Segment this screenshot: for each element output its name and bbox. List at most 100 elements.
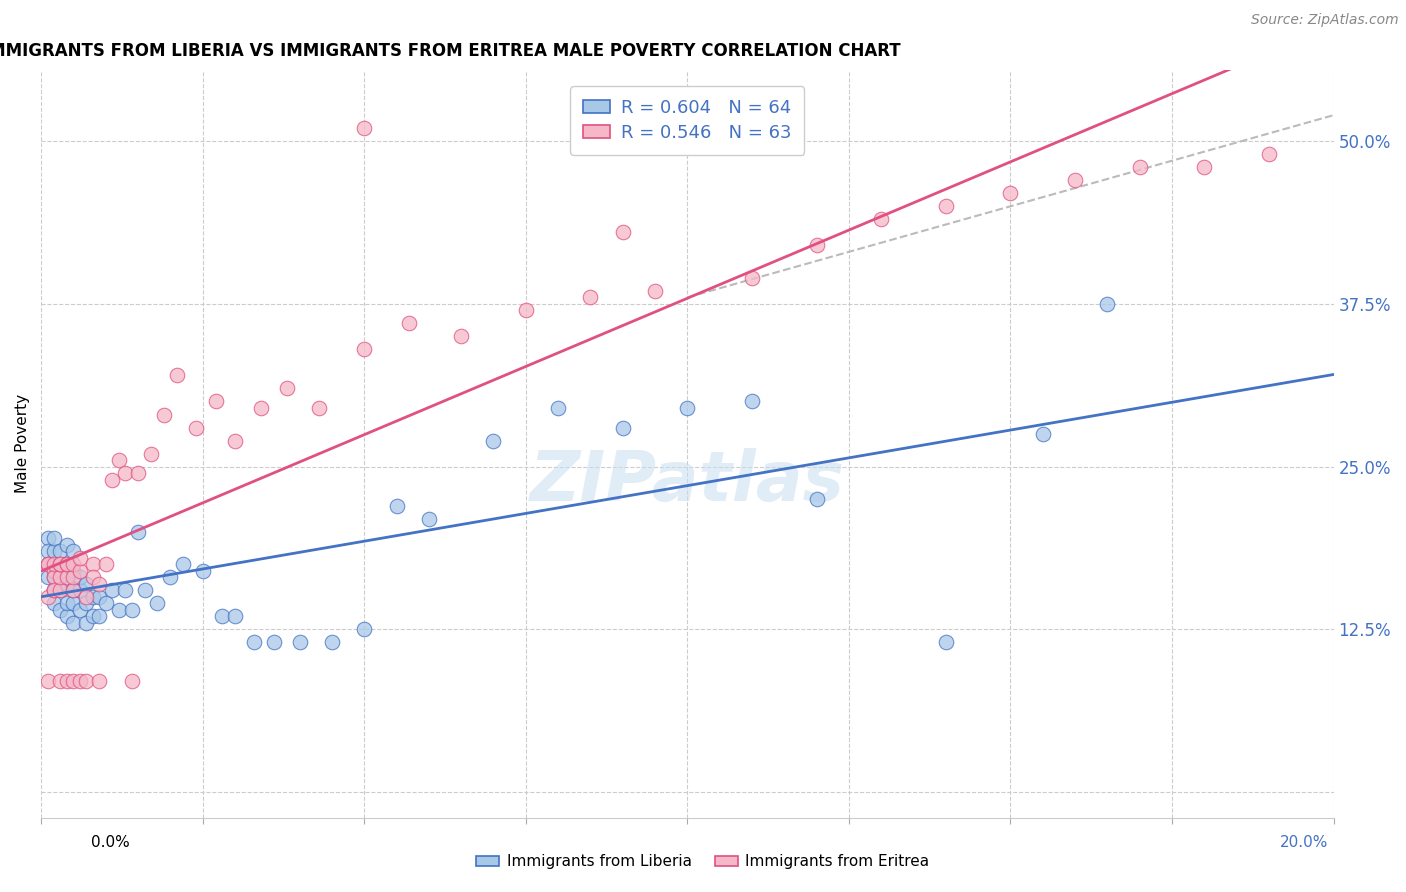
Point bbox=[75, 576, 97, 591]
Point bbox=[56, 538, 79, 552]
Point bbox=[515, 303, 537, 318]
Point bbox=[42, 583, 65, 598]
Legend: R = 0.604   N = 64, R = 0.546   N = 63: R = 0.604 N = 64, R = 0.546 N = 63 bbox=[571, 87, 804, 154]
Point bbox=[62, 570, 84, 584]
Point bbox=[612, 420, 634, 434]
Point bbox=[37, 531, 59, 545]
Point bbox=[82, 590, 104, 604]
Point bbox=[42, 570, 65, 584]
Point bbox=[49, 557, 72, 571]
Point bbox=[1032, 427, 1054, 442]
Point bbox=[69, 674, 91, 689]
Point bbox=[114, 466, 136, 480]
Point bbox=[42, 557, 65, 571]
Text: IMMIGRANTS FROM LIBERIA VS IMMIGRANTS FROM ERITREA MALE POVERTY CORRELATION CHAR: IMMIGRANTS FROM LIBERIA VS IMMIGRANTS FR… bbox=[0, 42, 901, 60]
Point bbox=[37, 557, 59, 571]
Point bbox=[308, 401, 330, 415]
Point bbox=[127, 466, 149, 480]
Point bbox=[288, 635, 311, 649]
Point bbox=[935, 199, 957, 213]
Point bbox=[49, 570, 72, 584]
Point bbox=[211, 609, 233, 624]
Point bbox=[385, 499, 408, 513]
Point bbox=[56, 674, 79, 689]
Point bbox=[82, 609, 104, 624]
Point bbox=[69, 603, 91, 617]
Point bbox=[56, 570, 79, 584]
Point bbox=[139, 446, 162, 460]
Point bbox=[263, 635, 285, 649]
Point bbox=[89, 576, 111, 591]
Point bbox=[166, 368, 188, 383]
Point bbox=[418, 511, 440, 525]
Point bbox=[482, 434, 505, 448]
Point bbox=[82, 570, 104, 584]
Point bbox=[159, 570, 181, 584]
Point bbox=[75, 674, 97, 689]
Point bbox=[49, 603, 72, 617]
Point bbox=[42, 570, 65, 584]
Point bbox=[37, 674, 59, 689]
Point bbox=[121, 674, 143, 689]
Point bbox=[62, 674, 84, 689]
Point bbox=[56, 557, 79, 571]
Point bbox=[114, 583, 136, 598]
Point bbox=[69, 570, 91, 584]
Point bbox=[579, 290, 602, 304]
Point bbox=[153, 408, 176, 422]
Point bbox=[353, 622, 375, 636]
Point bbox=[321, 635, 343, 649]
Y-axis label: Male Poverty: Male Poverty bbox=[15, 394, 30, 493]
Point bbox=[75, 615, 97, 630]
Point bbox=[204, 394, 226, 409]
Point bbox=[42, 557, 65, 571]
Point bbox=[69, 550, 91, 565]
Point bbox=[42, 564, 65, 578]
Point bbox=[62, 583, 84, 598]
Point bbox=[49, 583, 72, 598]
Point bbox=[42, 531, 65, 545]
Point bbox=[62, 544, 84, 558]
Point bbox=[101, 583, 124, 598]
Point bbox=[49, 544, 72, 558]
Point bbox=[806, 238, 828, 252]
Point bbox=[243, 635, 266, 649]
Point bbox=[224, 434, 246, 448]
Point bbox=[62, 583, 84, 598]
Point bbox=[870, 212, 893, 227]
Point bbox=[398, 317, 420, 331]
Point bbox=[107, 453, 129, 467]
Point bbox=[56, 557, 79, 571]
Point bbox=[644, 284, 666, 298]
Point bbox=[1129, 161, 1152, 175]
Point bbox=[127, 524, 149, 539]
Legend: Immigrants from Liberia, Immigrants from Eritrea: Immigrants from Liberia, Immigrants from… bbox=[471, 848, 935, 875]
Point bbox=[353, 121, 375, 136]
Point bbox=[62, 615, 84, 630]
Point bbox=[353, 343, 375, 357]
Point bbox=[172, 557, 194, 571]
Point bbox=[250, 401, 273, 415]
Point bbox=[89, 674, 111, 689]
Point bbox=[741, 394, 763, 409]
Text: 0.0%: 0.0% bbox=[91, 836, 131, 850]
Point bbox=[49, 557, 72, 571]
Point bbox=[42, 583, 65, 598]
Point bbox=[224, 609, 246, 624]
Point bbox=[1194, 161, 1216, 175]
Point bbox=[42, 583, 65, 598]
Point bbox=[49, 583, 72, 598]
Point bbox=[42, 544, 65, 558]
Point bbox=[62, 564, 84, 578]
Point bbox=[146, 596, 169, 610]
Point bbox=[806, 492, 828, 507]
Point bbox=[49, 674, 72, 689]
Point bbox=[935, 635, 957, 649]
Point bbox=[37, 590, 59, 604]
Text: Source: ZipAtlas.com: Source: ZipAtlas.com bbox=[1251, 13, 1399, 28]
Point bbox=[676, 401, 699, 415]
Point bbox=[276, 382, 298, 396]
Point bbox=[1000, 186, 1022, 201]
Point bbox=[49, 570, 72, 584]
Point bbox=[1064, 173, 1087, 187]
